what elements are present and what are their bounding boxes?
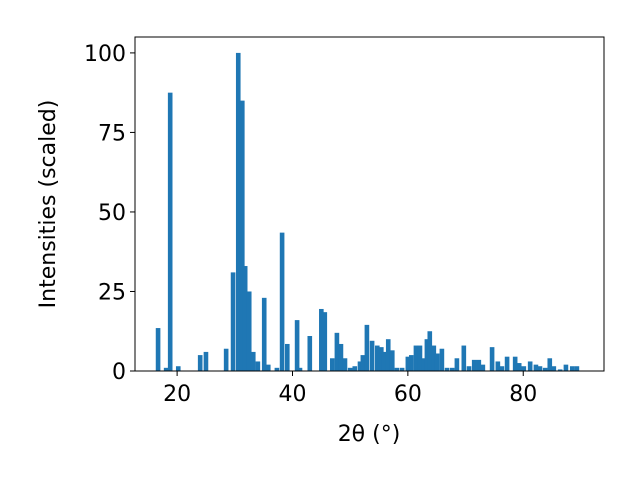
bar (405, 356, 411, 371)
bar (537, 366, 543, 371)
bar (394, 367, 400, 371)
bar (533, 364, 539, 371)
x-tick-label: 20 (163, 382, 191, 407)
bar (357, 361, 363, 371)
bar (527, 361, 533, 371)
bar (360, 355, 366, 371)
bar (563, 364, 569, 371)
y-axis-label: Intensities (scaled) (36, 100, 61, 309)
bar (203, 351, 209, 371)
x-tick-label: 40 (278, 382, 306, 407)
bar (417, 345, 423, 371)
bar (466, 366, 472, 371)
y-tick-label: 75 (98, 121, 126, 146)
bar (431, 345, 437, 371)
bar (223, 348, 229, 371)
bar (385, 339, 391, 371)
bar (242, 266, 248, 371)
bar (449, 367, 455, 371)
y-tick-label: 25 (98, 280, 126, 305)
bar (352, 366, 358, 371)
bar (557, 369, 563, 371)
bar (163, 367, 169, 371)
bar (274, 367, 280, 371)
bar (461, 345, 467, 371)
bar (250, 351, 256, 371)
bar (307, 336, 313, 371)
bar (542, 367, 548, 371)
bar (409, 355, 414, 371)
bar (261, 297, 267, 371)
bar (197, 355, 203, 371)
bar (294, 320, 300, 371)
bar (265, 364, 271, 371)
bar (379, 347, 384, 371)
bar (322, 312, 328, 371)
bar (319, 308, 324, 371)
bar (547, 358, 553, 371)
x-tick-label: 60 (394, 382, 422, 407)
bar (439, 348, 445, 371)
y-tick-label: 50 (98, 201, 126, 226)
bar (167, 92, 173, 372)
bar (413, 345, 419, 371)
bar (329, 358, 335, 371)
bar (246, 291, 252, 371)
x-tick-label: 80 (509, 382, 537, 407)
bar (235, 52, 241, 372)
x-axis-label: 2θ (°) (338, 422, 401, 447)
bar (489, 347, 495, 371)
bar (374, 345, 380, 371)
bar (297, 367, 303, 371)
bar (389, 350, 395, 371)
y-tick-label: 100 (84, 42, 126, 67)
bar (424, 339, 430, 371)
bar (454, 358, 460, 371)
bar (279, 232, 285, 371)
bar (399, 367, 405, 371)
bar (381, 351, 387, 371)
bar (230, 272, 236, 371)
bar (574, 366, 580, 371)
bar (471, 359, 477, 371)
bar (338, 343, 344, 371)
bar (499, 366, 505, 371)
bar (347, 367, 353, 371)
bar (476, 359, 482, 371)
bar (421, 358, 427, 371)
bar (516, 363, 522, 371)
bar (284, 343, 290, 371)
bar (364, 324, 370, 371)
bar (480, 364, 486, 371)
bar (512, 356, 518, 371)
bar (255, 361, 261, 371)
bar (521, 366, 527, 371)
bar (434, 353, 440, 371)
bar (495, 361, 501, 371)
plot-frame (134, 36, 605, 372)
bar (239, 100, 245, 371)
bar (551, 366, 557, 371)
bar (504, 356, 510, 371)
bar (427, 331, 433, 371)
bar (155, 328, 161, 371)
y-tick-label: 0 (112, 360, 126, 385)
bar (569, 366, 575, 371)
bar (369, 340, 375, 371)
bar (175, 366, 181, 371)
bar (444, 367, 450, 371)
bar (342, 358, 348, 371)
bar (334, 332, 340, 371)
